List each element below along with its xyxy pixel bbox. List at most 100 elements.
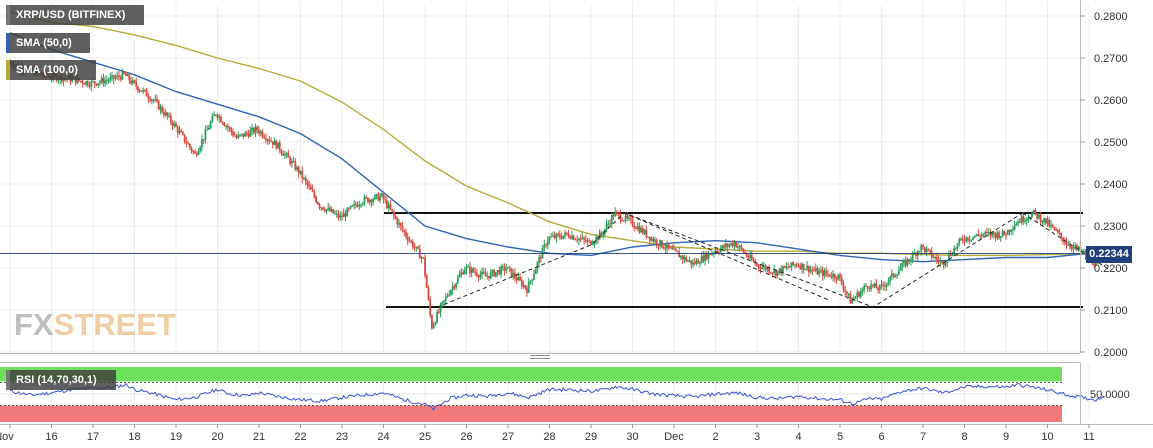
x-tick-label: 6 <box>878 431 884 443</box>
bear-candle <box>256 127 259 131</box>
bear-candle <box>294 161 297 170</box>
x-tick-label: 8 <box>961 431 967 443</box>
bull-candle <box>958 239 961 244</box>
bear-candle <box>671 247 674 250</box>
bear-candle <box>792 262 795 265</box>
bear-candle <box>718 251 720 253</box>
bull-candle <box>372 199 375 203</box>
pair-legend: XRP/USD (BITFINEX) <box>6 5 144 25</box>
bull-candle <box>730 243 732 245</box>
bear-candle <box>768 267 771 273</box>
bull-candle <box>531 279 534 281</box>
bull-candle <box>479 274 482 278</box>
bear-candle <box>311 189 314 192</box>
bull-candle <box>1067 244 1070 246</box>
bull-candle <box>446 295 449 297</box>
rsi-legend[interactable]: RSI (14,70,30,1) <box>6 370 116 390</box>
bull-candle <box>814 268 817 271</box>
bear-candle <box>1084 250 1087 256</box>
x-tick-label: 24 <box>377 431 389 443</box>
bear-candle <box>660 240 663 248</box>
axes <box>0 0 1153 425</box>
bear-candle <box>1039 214 1042 223</box>
bull-candle <box>363 197 366 204</box>
bull-candle <box>699 263 701 265</box>
bull-candle <box>548 237 551 241</box>
bull-candle <box>1046 219 1049 224</box>
bear-candle <box>124 73 127 76</box>
y-tick-label: 0.2500 <box>1094 137 1128 149</box>
bear-candle <box>1093 263 1096 267</box>
bull-candle <box>496 270 499 273</box>
bull-candle <box>861 288 864 292</box>
bear-candle <box>693 262 696 264</box>
bull-candle <box>470 268 473 274</box>
sma50-legend[interactable]: SMA (50,0) <box>6 33 90 53</box>
bull-candle <box>450 290 452 295</box>
x-tick-label: 4 <box>795 431 801 443</box>
bear-candle <box>989 232 992 236</box>
bear-candle <box>344 213 347 217</box>
bull-candle <box>980 234 983 237</box>
x-tick-label: Nov <box>0 431 14 443</box>
bear-candle <box>545 244 547 246</box>
watermark-street: STREET <box>53 307 176 342</box>
x-axis-ticks: Nov161718192021222324252627282930Dec2345… <box>0 424 1095 443</box>
x-tick-label: 7 <box>920 431 926 443</box>
bull-candle <box>737 246 739 248</box>
bear-candle <box>245 132 248 134</box>
sma100-series <box>9 11 1106 257</box>
bear-candle <box>929 249 931 251</box>
bear-candle <box>508 267 511 269</box>
x-tick-label: 25 <box>419 431 431 443</box>
bear-candle <box>202 139 205 141</box>
bear-candle <box>600 232 603 235</box>
bull-candle <box>970 239 973 241</box>
bull-candle <box>622 220 625 222</box>
bear-candle <box>289 157 292 164</box>
bear-candle <box>145 89 148 97</box>
bear-candle <box>271 141 274 145</box>
bull-candle <box>911 253 914 260</box>
bull-candle <box>1010 230 1013 232</box>
pair-swatch <box>6 5 10 25</box>
bear-candle <box>157 100 160 110</box>
bear-candle <box>147 96 150 99</box>
bear-candle <box>263 136 266 139</box>
bull-candle <box>776 270 779 276</box>
bull-candle <box>1043 218 1045 222</box>
bear-candle <box>726 243 729 247</box>
bull-candle <box>197 151 200 155</box>
bull-candle <box>199 147 202 152</box>
bear-candle <box>162 112 165 116</box>
bull-candle <box>201 139 203 148</box>
sma100-legend[interactable]: SMA (100,0) <box>6 60 96 80</box>
pane-resize-handle[interactable] <box>530 355 550 361</box>
bear-candle <box>188 143 191 148</box>
bear-candle <box>709 253 712 255</box>
bull-candle <box>100 78 103 82</box>
bear-candle <box>681 255 684 260</box>
bear-candle <box>187 143 190 145</box>
bear-candle <box>662 247 665 249</box>
bull-candle <box>711 253 713 255</box>
bear-candle <box>998 232 1000 239</box>
bull-candle <box>296 167 298 170</box>
bear-candle <box>565 232 568 235</box>
bear-candle <box>156 99 158 101</box>
bull-candle <box>788 266 791 268</box>
bull-candle <box>1077 246 1080 249</box>
bull-candle <box>434 322 437 325</box>
bull-candle <box>1074 245 1077 247</box>
x-tick-label: 2 <box>712 431 718 443</box>
bull-candle <box>339 215 342 218</box>
bull-candle <box>335 213 338 215</box>
bear-candle <box>308 184 311 187</box>
bear-candle <box>301 170 304 179</box>
bear-candle <box>735 242 738 248</box>
bull-candle <box>1041 221 1044 223</box>
bear-candle <box>93 81 96 84</box>
bear-candle <box>942 262 945 266</box>
